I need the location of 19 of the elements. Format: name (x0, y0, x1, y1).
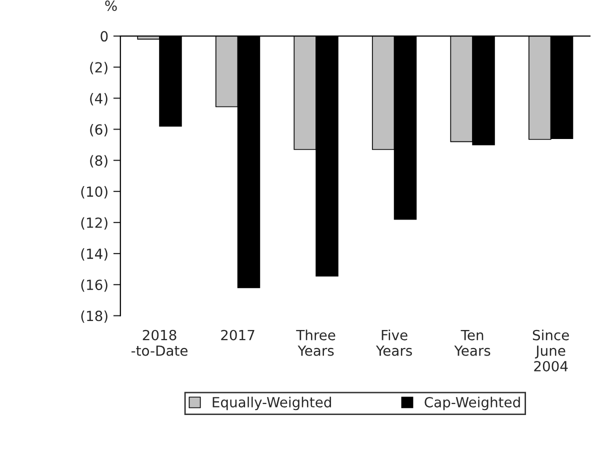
y-tick-label: (18) (81, 310, 108, 323)
x-tick-label: Three Years (296, 330, 336, 356)
y-tick-label: (10) (81, 186, 108, 199)
y-tick-label: (16) (81, 279, 108, 292)
legend-label: Cap-Weighted (424, 396, 520, 410)
y-axis-title: % (105, 0, 117, 12)
y-tick-label: (4) (90, 92, 108, 106)
y-tick-label: (2) (90, 62, 108, 74)
legend-label: Equally-Weighted (212, 396, 331, 410)
x-tick-label: Five Years (376, 330, 412, 356)
y-tick-label: (14) (81, 248, 108, 261)
x-tick-label: Since June 2004 (532, 330, 569, 372)
x-tick-label: Ten Years (454, 330, 490, 356)
y-tick-label: (12) (81, 217, 108, 230)
y-tick-label: (6) (90, 124, 108, 136)
y-tick-label: (8) (90, 155, 108, 168)
y-tick-label: 0 (100, 31, 108, 42)
x-tick-label: 2017 (221, 330, 254, 340)
x-tick-label: 2018 -to-Date (132, 330, 188, 356)
